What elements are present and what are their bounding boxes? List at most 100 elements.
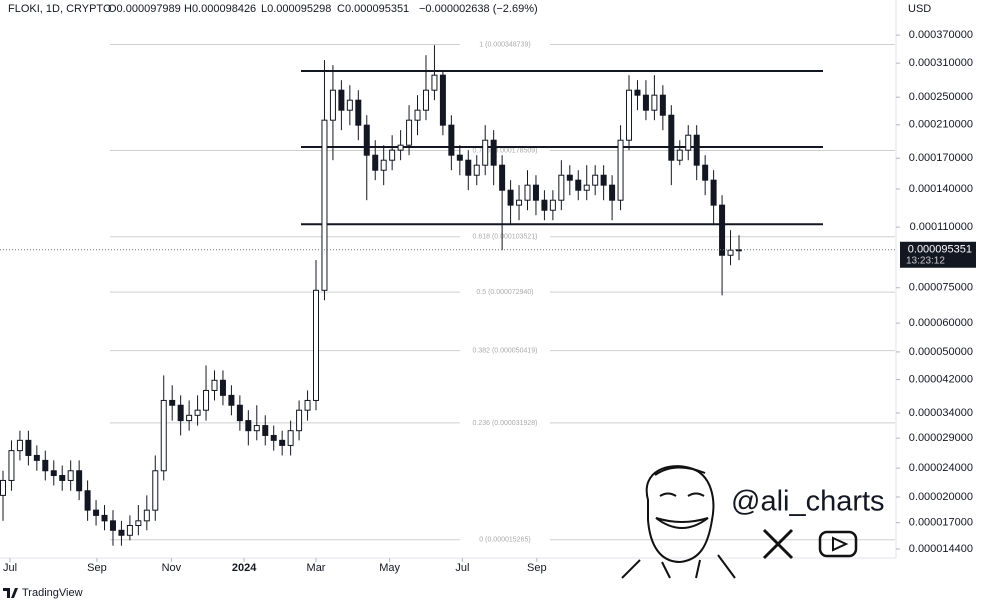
candle-body [287, 430, 294, 446]
y-tick-label: 0.000370000 [909, 29, 973, 41]
y-tick-label: 0.000140000 [909, 183, 973, 195]
candle-body [211, 379, 218, 391]
fib-label-bg [460, 535, 550, 544]
fib-label: 0.382 (0.000050419) [473, 347, 538, 354]
fib-label: 0.786 (0.000178509) [473, 147, 538, 154]
candle-body [676, 149, 683, 161]
fib-label-bg [460, 288, 550, 297]
candle-body [321, 119, 328, 291]
candle-body [406, 119, 413, 146]
candle-body [33, 454, 40, 461]
y-tick-label: 0.000050000 [909, 346, 973, 358]
candle-body [76, 470, 83, 492]
x-tick-label: Jul [455, 562, 469, 574]
y-tick-label: 0.000310000 [909, 57, 973, 69]
candle-body [50, 470, 57, 477]
last-price-label: 0.000095351 [908, 244, 972, 256]
x-icon-lines [762, 528, 794, 560]
candle-body [296, 409, 303, 432]
y-tick-label: 0.000020000 [909, 491, 973, 503]
x-tick-label: 2024 [232, 562, 257, 574]
currency: USD [908, 3, 931, 15]
candle-body [270, 434, 277, 441]
y-tick-label: 0.000029000 [909, 432, 973, 444]
header-high: H0.000098426 [184, 3, 256, 15]
candle-body [0, 479, 7, 496]
candle-body [566, 174, 573, 181]
y-tick-label: 0.000017000 [909, 517, 973, 529]
youtube-icon [818, 530, 858, 558]
header-change: −0.000002638 (−2.69%) [419, 3, 538, 15]
x-tick-label: May [379, 562, 400, 574]
candle-body [693, 134, 700, 166]
candle-body [313, 289, 320, 401]
candle-body [448, 124, 455, 156]
candle-body [363, 124, 370, 156]
header-open: O0.000097989 [108, 3, 181, 15]
candle-body [219, 379, 226, 396]
candle-body [719, 204, 726, 256]
candle-body [42, 459, 49, 472]
y-tick-label: 0.000170000 [909, 152, 973, 164]
candle-body [651, 94, 658, 111]
candle-body [253, 425, 260, 432]
candle-body [118, 529, 125, 536]
candle-body [380, 159, 387, 171]
fib-label-bg [460, 146, 550, 155]
x-tick-label: Sep [87, 562, 107, 574]
tv-logo-mark [3, 588, 18, 598]
y-tick-label: 0.000034000 [909, 407, 973, 419]
candle-body [279, 439, 286, 446]
candle-body [397, 144, 404, 151]
candle-body [710, 179, 717, 206]
candle-body [245, 420, 252, 432]
candle-body [177, 404, 184, 422]
candle-body [482, 139, 489, 166]
candle-body [456, 154, 463, 161]
candle-body [59, 475, 66, 481]
youtube-play [832, 536, 849, 552]
candle-body [101, 514, 108, 522]
channel-layer [301, 70, 823, 226]
candle-layer [0, 45, 742, 546]
y-tick-label: 0.000060000 [909, 317, 973, 329]
candle-body [490, 139, 497, 166]
candle-body [346, 99, 353, 111]
x-tick-label: Mar [307, 562, 326, 574]
candle-body [228, 394, 235, 406]
axis-layer: 0.000370000 0.000310000 0.000250000 0.00021… [0, 29, 976, 574]
fib-label-bg [460, 346, 550, 355]
candle-body [609, 184, 616, 201]
candle-body [634, 89, 641, 96]
fib-layer: 1 (0.000348739) 0.786 (0.000178509) 0.618 … [110, 40, 895, 544]
candle-body [524, 184, 531, 201]
youtube-frame [818, 530, 858, 558]
face-neck [621, 554, 736, 579]
y-tick-label: 0.000024000 [909, 462, 973, 474]
candle-body [304, 399, 311, 411]
candle-body [186, 414, 193, 422]
candle-body [135, 520, 142, 526]
fib-label-bg [460, 40, 550, 49]
header-close: C0.000095351 [337, 3, 409, 15]
candle-body [160, 399, 167, 472]
candle-body [126, 524, 133, 536]
candle-body [499, 164, 506, 191]
last-price-box [900, 241, 976, 268]
candle-body [16, 439, 23, 452]
candle-body [169, 399, 176, 406]
candle-body [262, 425, 269, 436]
candle-body [600, 174, 607, 186]
candle-body [642, 94, 649, 111]
fib-label: 0.5 (0.000072940) [476, 289, 533, 296]
header-low: L0.000095298 [261, 3, 331, 15]
y-tick-label: 0.000042000 [909, 373, 973, 385]
candle-body [236, 404, 243, 422]
candle-body [422, 89, 429, 111]
fib-label-bg [460, 232, 550, 241]
x-icon [762, 528, 794, 560]
candle-body [67, 470, 74, 481]
symbol: FLOKI, 1D, CRYPTO [8, 3, 112, 15]
face-hair [654, 466, 706, 476]
